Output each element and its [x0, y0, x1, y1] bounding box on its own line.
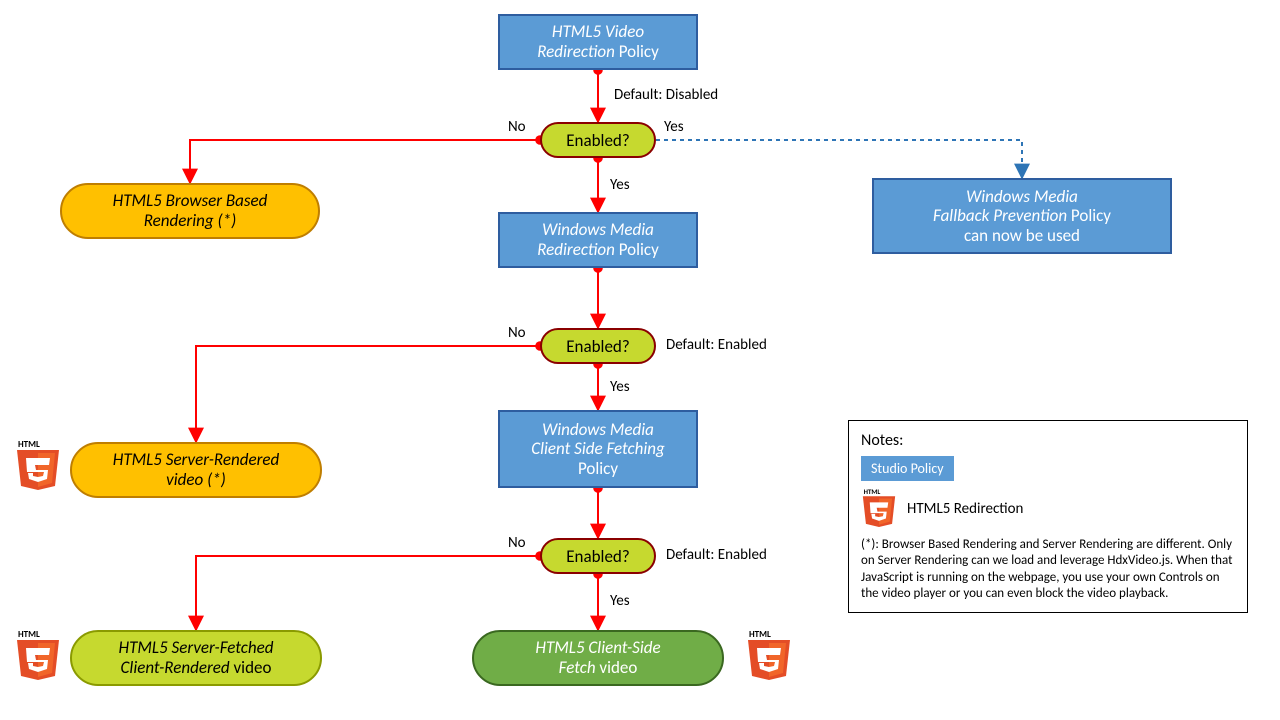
label-no-2: No: [508, 324, 526, 342]
html5-icon: HTML: [746, 628, 792, 685]
notes-box: Notes: Studio Policy HTML HTML5 Redirect…: [848, 420, 1248, 613]
label-default-enabled-1: Default: Enabled: [666, 336, 767, 354]
label-default-enabled-2: Default: Enabled: [666, 546, 767, 564]
legend-studio-policy: Studio Policy: [861, 456, 954, 481]
label-default-disabled: Default: Disabled: [614, 86, 718, 104]
label-yes-1-right: Yes: [664, 118, 684, 136]
notes-body: (*): Browser Based Rendering and Server …: [861, 537, 1235, 602]
terminal-client-side-fetch: HTML5 Client-SideFetch video: [472, 630, 724, 686]
terminal-server-rendered: HTML5 Server-Renderedvideo (*): [70, 442, 322, 498]
svg-text:HTML: HTML: [18, 439, 40, 450]
terminal-server-fetched-client-rendered: HTML5 Server-FetchedClient-Rendered vide…: [70, 630, 322, 686]
terminal-browser-based: HTML5 Browser BasedRendering (*): [60, 183, 320, 239]
policy-wm-csf: Windows MediaClient Side FetchingPolicy: [498, 410, 698, 488]
legend-html5-redirection: HTML5 Redirection: [907, 500, 1023, 518]
svg-text:HTML: HTML: [18, 629, 40, 640]
notes-title: Notes:: [861, 431, 1235, 450]
policy-html5-video-redirection: HTML5 VideoRedirection Policy: [498, 14, 698, 70]
html5-icon: HTML: [861, 487, 897, 531]
svg-text:HTML: HTML: [864, 487, 881, 496]
flowchart-canvas: HTML5 VideoRedirection Policy Enabled? W…: [0, 0, 1280, 720]
html5-icon: HTML: [15, 628, 61, 685]
label-no-3: No: [508, 534, 526, 552]
policy-fallback-prevention: Windows MediaFallback Prevention Policyc…: [872, 178, 1172, 254]
decision-2: Enabled?: [540, 328, 656, 364]
decision-1: Enabled?: [540, 122, 656, 158]
policy-wm-redirection: Windows MediaRedirection Policy: [498, 212, 698, 268]
label-yes-1-down: Yes: [610, 176, 630, 194]
label-yes-3-down: Yes: [610, 592, 630, 610]
label-no-1: No: [508, 118, 526, 136]
svg-text:HTML: HTML: [749, 629, 771, 640]
label-yes-2-down: Yes: [610, 378, 630, 396]
decision-3: Enabled?: [540, 538, 656, 574]
html5-icon: HTML: [15, 438, 61, 495]
